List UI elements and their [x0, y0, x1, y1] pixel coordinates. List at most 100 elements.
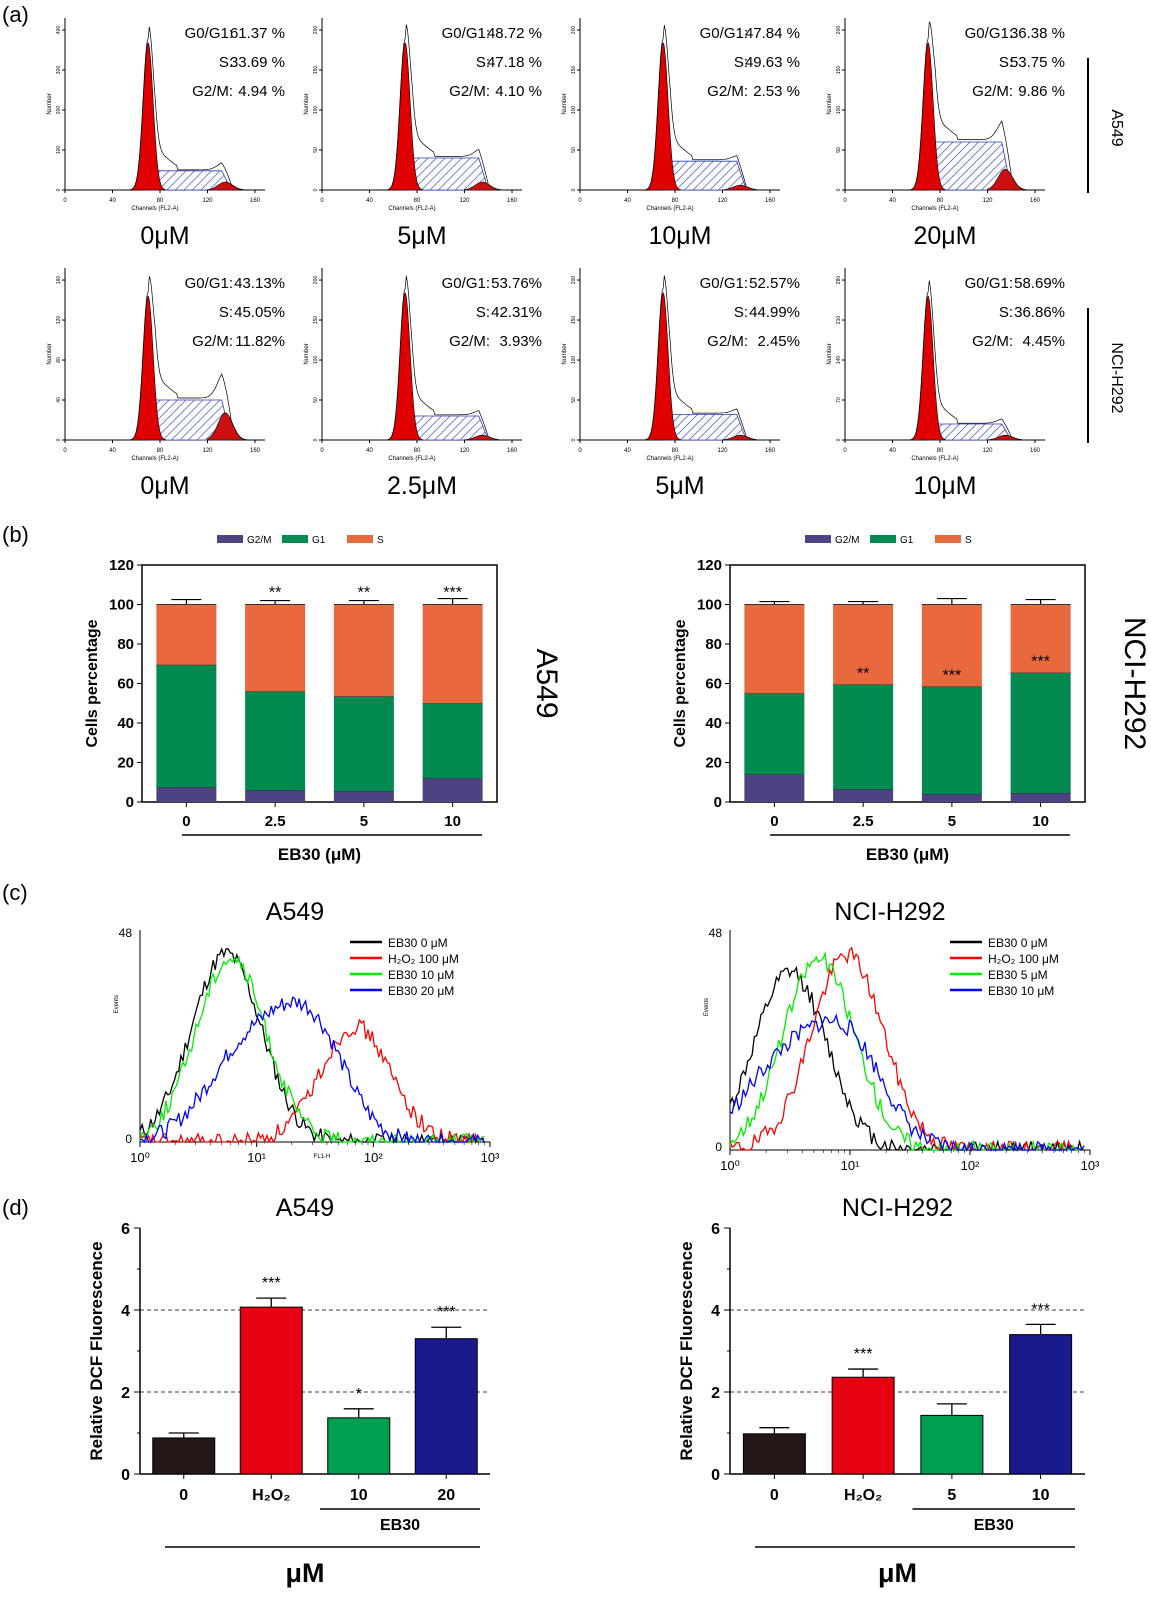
- stat-value: 33.69 %: [230, 54, 285, 71]
- stat-value: 48.72 %: [487, 25, 542, 42]
- legend-label: EB30 0 μM: [388, 936, 448, 950]
- s-phase-area: [927, 141, 1012, 191]
- y-tick-label: 150: [313, 316, 319, 325]
- chart-title: A549: [276, 1194, 334, 1222]
- cell-line-label: A549: [530, 648, 563, 718]
- bar-segment-g1: [333, 696, 394, 792]
- x-tick-label: 40: [889, 448, 896, 454]
- y-tick-label: 100: [109, 597, 134, 614]
- stat-label: S:: [999, 54, 1013, 71]
- s-phase-area: [662, 160, 747, 191]
- legend-label: EB30 20 μM: [388, 984, 454, 998]
- bar-segment-s: [744, 604, 805, 694]
- x-tick-label: 0: [578, 198, 582, 204]
- y-tick-label: 100: [697, 597, 722, 614]
- stat-value: 4.45%: [1022, 333, 1065, 350]
- x-axis-label: Channels (FL2-A): [646, 456, 693, 462]
- x-tick-label: 0: [320, 448, 324, 454]
- stat-label: G2/M:: [707, 83, 748, 100]
- y-tick-label: 0: [56, 188, 62, 191]
- trace-line: [139, 996, 485, 1145]
- stat-label: G0/G1:: [700, 275, 748, 292]
- y-tick-label: 40: [56, 397, 62, 403]
- y-tick-label: 400: [56, 26, 62, 35]
- y-tick-label: 0: [126, 794, 134, 811]
- y-tick-label: 50: [571, 397, 577, 403]
- x-tick-label: 5: [360, 813, 368, 830]
- group-label: EB30: [974, 1517, 1014, 1534]
- x-tick-label: 10: [444, 813, 461, 830]
- bar: [327, 1417, 391, 1475]
- x-axis-label: Channels (FL2-A): [388, 456, 435, 462]
- y-tick-label: 200: [56, 106, 62, 115]
- y-axis-label: Number: [562, 93, 568, 114]
- x-tick-label: 160: [250, 198, 261, 204]
- y-tick-label: 200: [313, 276, 319, 285]
- y-tick-label: 150: [571, 66, 577, 75]
- significance-mark: ***: [943, 668, 962, 685]
- y-axis-label: Number: [304, 93, 310, 114]
- x-tick-label: 0: [320, 198, 324, 204]
- group-label: EB30: [380, 1517, 420, 1534]
- y-tick-label: 0: [714, 794, 722, 811]
- stat-value: 9.86 %: [1018, 83, 1065, 100]
- bar: [831, 1376, 895, 1475]
- bar: [239, 1306, 303, 1475]
- x-tick-label: 120: [717, 448, 728, 454]
- stat-label: G0/G1:: [185, 275, 233, 292]
- cell-line-label: NCI-H292: [1118, 617, 1151, 750]
- y-tick-label: 60: [705, 676, 722, 693]
- dose-label: 5μM: [655, 472, 704, 500]
- stat-value: 43.13%: [234, 275, 285, 292]
- histogram-envelope: [112, 276, 261, 441]
- bar-segment-s: [1010, 604, 1071, 673]
- bar-segment-s: [833, 604, 894, 685]
- stat-label: G2/M:: [972, 83, 1013, 100]
- stat-label: S:: [219, 54, 233, 71]
- stat-label: S:: [476, 54, 490, 71]
- bar-segment-g1: [422, 703, 483, 779]
- x-axis-label: μM: [285, 1558, 324, 1588]
- bar: [414, 1338, 478, 1475]
- stat-value: 47.84 %: [745, 25, 800, 42]
- significance-mark: ***: [854, 1346, 873, 1363]
- y-tick-label: 70: [836, 397, 842, 403]
- y-tick-label: 160: [56, 276, 62, 285]
- significance-mark: **: [857, 666, 869, 683]
- stat-label: G0/G1:: [965, 275, 1013, 292]
- legend-label: EB30 5 μM: [988, 968, 1048, 982]
- s-phase-area: [147, 399, 232, 441]
- stat-label: G0/G1:: [442, 275, 490, 292]
- x-tick-label: 80: [157, 198, 164, 204]
- bar: [152, 1437, 216, 1475]
- y-tick-label: 0: [571, 438, 577, 441]
- g0g1-peak-area: [130, 42, 167, 191]
- y-axis-label: Number: [827, 93, 833, 114]
- histogram-envelope: [892, 280, 1041, 441]
- y-tick-label: 200: [571, 26, 577, 35]
- y-tick-label: 300: [56, 66, 62, 75]
- x-tick-label: 10⁰: [130, 1150, 150, 1165]
- legend-swatch: [282, 535, 308, 543]
- x-tick-label: 80: [937, 198, 944, 204]
- y-axis-label: Number: [47, 93, 53, 114]
- histogram-plot: 0 40 80 120 160 Channels (FL2-A) 0 50 100 150 200 N…: [304, 18, 542, 250]
- bar-segment-g1: [156, 664, 217, 788]
- stat-value: 42.31%: [491, 304, 542, 321]
- y-tick-label: 6: [121, 1221, 130, 1238]
- stat-value: 2.53 %: [753, 83, 800, 100]
- stat-value: 4.10 %: [495, 83, 542, 100]
- significance-mark: ***: [262, 1275, 281, 1292]
- histogram-envelope: [369, 275, 518, 441]
- x-tick-label: 0: [63, 448, 67, 454]
- y-tick-label: 0: [836, 438, 842, 441]
- x-tick-label: 40: [366, 448, 373, 454]
- x-tick-label: 0: [182, 813, 190, 830]
- bar: [1009, 1334, 1073, 1475]
- x-tick-label: 0: [179, 1487, 188, 1504]
- stacked-bar-chart: 0 20 40 60 80 100 120 Cells percentage G2/M G1 S 0 2…: [672, 535, 1151, 864]
- y-tick-label: 0: [121, 1467, 130, 1484]
- y-tick-label: 140: [836, 356, 842, 365]
- x-tick-label: 2.5: [265, 813, 286, 830]
- x-tick-label: 160: [507, 448, 518, 454]
